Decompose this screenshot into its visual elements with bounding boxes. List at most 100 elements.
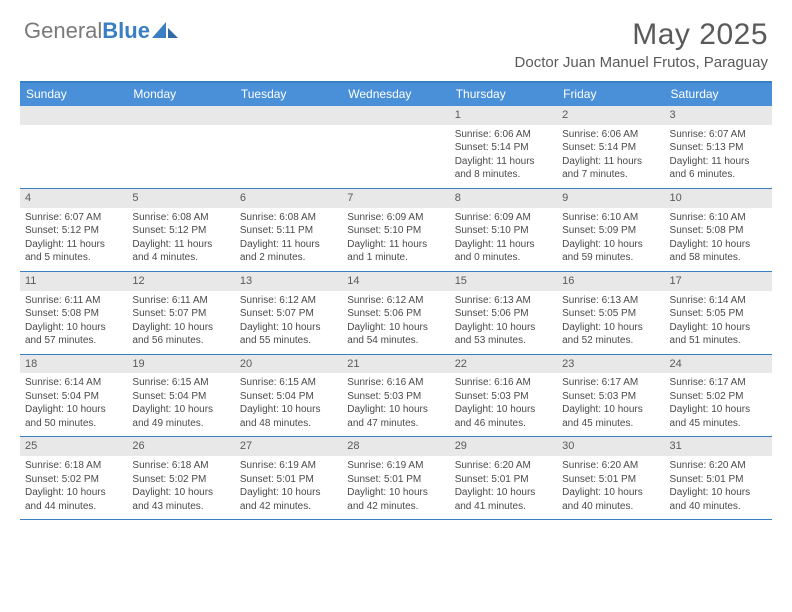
sunset-text: Sunset: 5:01 PM — [562, 473, 659, 487]
daylight-text: Daylight: 10 hours and 51 minutes. — [670, 321, 767, 348]
sunset-text: Sunset: 5:01 PM — [670, 473, 767, 487]
day-number-bar: 31 — [665, 437, 772, 456]
day-number-bar: 23 — [557, 355, 664, 374]
day-body: Sunrise: 6:20 AMSunset: 5:01 PMDaylight:… — [665, 456, 772, 519]
daylight-text: Daylight: 10 hours and 42 minutes. — [347, 486, 444, 513]
weekday-header-cell: Tuesday — [235, 83, 342, 106]
sunset-text: Sunset: 5:06 PM — [455, 307, 552, 321]
day-cell: 8Sunrise: 6:09 AMSunset: 5:10 PMDaylight… — [450, 189, 557, 271]
weekday-header-row: SundayMondayTuesdayWednesdayThursdayFrid… — [20, 83, 772, 106]
sunset-text: Sunset: 5:14 PM — [562, 141, 659, 155]
daylight-text: Daylight: 10 hours and 55 minutes. — [240, 321, 337, 348]
day-body: Sunrise: 6:16 AMSunset: 5:03 PMDaylight:… — [342, 373, 449, 436]
daylight-text: Daylight: 11 hours and 1 minute. — [347, 238, 444, 265]
day-cell: 9Sunrise: 6:10 AMSunset: 5:09 PMDaylight… — [557, 189, 664, 271]
daylight-text: Daylight: 10 hours and 47 minutes. — [347, 403, 444, 430]
day-cell: 6Sunrise: 6:08 AMSunset: 5:11 PMDaylight… — [235, 189, 342, 271]
day-number-bar: 25 — [20, 437, 127, 456]
sunset-text: Sunset: 5:01 PM — [240, 473, 337, 487]
daylight-text: Daylight: 11 hours and 2 minutes. — [240, 238, 337, 265]
sunrise-text: Sunrise: 6:10 AM — [670, 211, 767, 225]
sunrise-text: Sunrise: 6:16 AM — [455, 376, 552, 390]
day-cell: 23Sunrise: 6:17 AMSunset: 5:03 PMDayligh… — [557, 355, 664, 437]
day-body: Sunrise: 6:17 AMSunset: 5:02 PMDaylight:… — [665, 373, 772, 436]
sunrise-text: Sunrise: 6:18 AM — [25, 459, 122, 473]
daylight-text: Daylight: 10 hours and 57 minutes. — [25, 321, 122, 348]
day-number-bar: 18 — [20, 355, 127, 374]
sunrise-text: Sunrise: 6:13 AM — [455, 294, 552, 308]
month-title: May 2025 — [515, 18, 768, 52]
day-body: Sunrise: 6:12 AMSunset: 5:06 PMDaylight:… — [342, 291, 449, 354]
week-row: 25Sunrise: 6:18 AMSunset: 5:02 PMDayligh… — [20, 437, 772, 520]
day-cell: 28Sunrise: 6:19 AMSunset: 5:01 PMDayligh… — [342, 437, 449, 519]
daylight-text: Daylight: 10 hours and 40 minutes. — [562, 486, 659, 513]
day-number-bar: 24 — [665, 355, 772, 374]
day-body: Sunrise: 6:06 AMSunset: 5:14 PMDaylight:… — [557, 125, 664, 188]
day-number-bar: 30 — [557, 437, 664, 456]
sunrise-text: Sunrise: 6:06 AM — [562, 128, 659, 142]
sunset-text: Sunset: 5:03 PM — [562, 390, 659, 404]
day-cell: 7Sunrise: 6:09 AMSunset: 5:10 PMDaylight… — [342, 189, 449, 271]
sunset-text: Sunset: 5:13 PM — [670, 141, 767, 155]
day-body: Sunrise: 6:14 AMSunset: 5:05 PMDaylight:… — [665, 291, 772, 354]
day-number-bar: 27 — [235, 437, 342, 456]
day-body: Sunrise: 6:06 AMSunset: 5:14 PMDaylight:… — [450, 125, 557, 188]
sunrise-text: Sunrise: 6:13 AM — [562, 294, 659, 308]
sunrise-text: Sunrise: 6:17 AM — [562, 376, 659, 390]
day-body — [20, 125, 127, 183]
sunset-text: Sunset: 5:02 PM — [670, 390, 767, 404]
sunset-text: Sunset: 5:12 PM — [25, 224, 122, 238]
week-row: 18Sunrise: 6:14 AMSunset: 5:04 PMDayligh… — [20, 355, 772, 438]
day-number-bar: 2 — [557, 106, 664, 125]
day-cell — [127, 106, 234, 188]
weekday-header-cell: Saturday — [665, 83, 772, 106]
daylight-text: Daylight: 10 hours and 58 minutes. — [670, 238, 767, 265]
daylight-text: Daylight: 10 hours and 50 minutes. — [25, 403, 122, 430]
day-number-bar: 11 — [20, 272, 127, 291]
day-cell: 24Sunrise: 6:17 AMSunset: 5:02 PMDayligh… — [665, 355, 772, 437]
sunset-text: Sunset: 5:06 PM — [347, 307, 444, 321]
sunset-text: Sunset: 5:01 PM — [455, 473, 552, 487]
day-cell: 3Sunrise: 6:07 AMSunset: 5:13 PMDaylight… — [665, 106, 772, 188]
day-cell: 30Sunrise: 6:20 AMSunset: 5:01 PMDayligh… — [557, 437, 664, 519]
sunset-text: Sunset: 5:08 PM — [25, 307, 122, 321]
day-number-bar: 17 — [665, 272, 772, 291]
day-cell: 5Sunrise: 6:08 AMSunset: 5:12 PMDaylight… — [127, 189, 234, 271]
day-number-bar: 21 — [342, 355, 449, 374]
sunrise-text: Sunrise: 6:20 AM — [670, 459, 767, 473]
sunset-text: Sunset: 5:04 PM — [25, 390, 122, 404]
sunrise-text: Sunrise: 6:09 AM — [455, 211, 552, 225]
daylight-text: Daylight: 11 hours and 4 minutes. — [132, 238, 229, 265]
day-body: Sunrise: 6:18 AMSunset: 5:02 PMDaylight:… — [127, 456, 234, 519]
day-cell: 17Sunrise: 6:14 AMSunset: 5:05 PMDayligh… — [665, 272, 772, 354]
day-body: Sunrise: 6:09 AMSunset: 5:10 PMDaylight:… — [450, 208, 557, 271]
day-cell: 19Sunrise: 6:15 AMSunset: 5:04 PMDayligh… — [127, 355, 234, 437]
daylight-text: Daylight: 10 hours and 46 minutes. — [455, 403, 552, 430]
sunset-text: Sunset: 5:04 PM — [132, 390, 229, 404]
sunrise-text: Sunrise: 6:11 AM — [25, 294, 122, 308]
daylight-text: Daylight: 10 hours and 45 minutes. — [670, 403, 767, 430]
sunrise-text: Sunrise: 6:12 AM — [347, 294, 444, 308]
day-cell: 11 Sunrise: 6:11 AMSunset: 5:08 PMDayligh… — [20, 272, 127, 354]
day-cell: 21Sunrise: 6:16 AMSunset: 5:03 PMDayligh… — [342, 355, 449, 437]
sunset-text: Sunset: 5:03 PM — [455, 390, 552, 404]
daylight-text: Daylight: 11 hours and 7 minutes. — [562, 155, 659, 182]
day-body: Sunrise: 6:19 AMSunset: 5:01 PMDaylight:… — [235, 456, 342, 519]
header: GeneralBlue May 2025 Doctor Juan Manuel … — [0, 0, 792, 75]
daylight-text: Daylight: 10 hours and 48 minutes. — [240, 403, 337, 430]
daylight-text: Daylight: 10 hours and 44 minutes. — [25, 486, 122, 513]
day-cell: 31Sunrise: 6:20 AMSunset: 5:01 PMDayligh… — [665, 437, 772, 519]
day-body: Sunrise: 6:19 AMSunset: 5:01 PMDaylight:… — [342, 456, 449, 519]
daylight-text: Daylight: 10 hours and 41 minutes. — [455, 486, 552, 513]
sunrise-text: Sunrise: 6:10 AM — [562, 211, 659, 225]
week-row: 11Sunrise: 6:11 AMSunset: 5:08 PMDayligh… — [20, 272, 772, 355]
sunrise-text: Sunrise: 6:12 AM — [240, 294, 337, 308]
location-text: Doctor Juan Manuel Frutos, Paraguay — [515, 54, 768, 71]
weekday-header-cell: Friday — [557, 83, 664, 106]
sunset-text: Sunset: 5:07 PM — [240, 307, 337, 321]
day-number-bar: 1 — [450, 106, 557, 125]
daylight-text: Daylight: 10 hours and 53 minutes. — [455, 321, 552, 348]
logo-part1: General — [24, 18, 102, 43]
sunset-text: Sunset: 5:10 PM — [347, 224, 444, 238]
day-number-bar: 7 — [342, 189, 449, 208]
